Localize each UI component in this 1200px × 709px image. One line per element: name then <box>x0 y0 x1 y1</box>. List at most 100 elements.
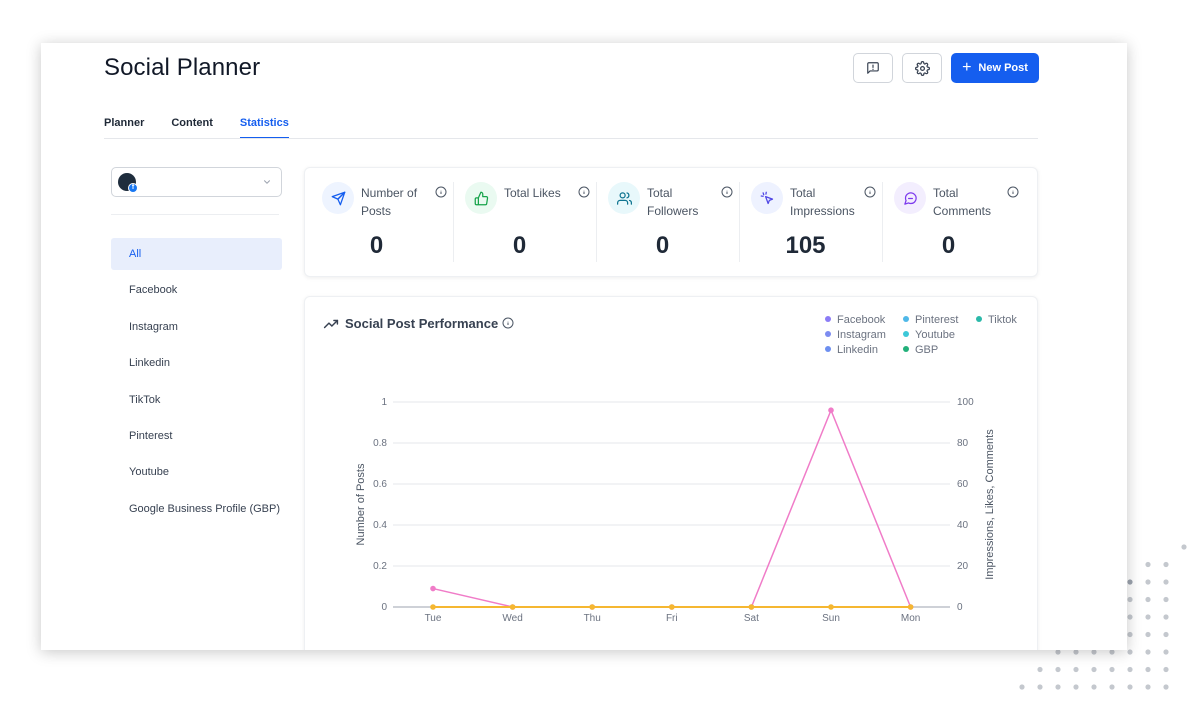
legend-item-tiktok[interactable]: Tiktok <box>976 313 1017 327</box>
legend-dot <box>903 331 909 337</box>
pattern-dot <box>1019 684 1025 690</box>
social-post-performance-card: Social Post Performance Facebook Instagr… <box>304 296 1038 650</box>
pattern-dot <box>1037 684 1043 690</box>
data-point <box>669 604 675 610</box>
feedback-button[interactable] <box>853 53 893 83</box>
pattern-dot <box>1181 544 1187 550</box>
legend-item-instagram[interactable]: Instagram <box>825 328 886 342</box>
y2-axis-title: Impressions, Likes, Comments <box>984 429 996 580</box>
pattern-dot <box>1145 649 1151 655</box>
stat-label: Total Comments <box>933 186 992 218</box>
facebook-badge-icon: f <box>128 183 138 193</box>
account-select[interactable]: f <box>111 167 282 197</box>
sidebar-item-facebook[interactable]: Facebook <box>129 284 178 297</box>
new-post-label: New Post <box>978 62 1028 74</box>
legend-dot <box>903 316 909 322</box>
pattern-dot <box>1163 631 1169 638</box>
trending-up-icon <box>323 319 339 329</box>
pattern-dot <box>1127 666 1133 673</box>
stat-divider <box>596 182 597 262</box>
pattern-dot <box>1163 666 1169 673</box>
info-icon[interactable] <box>1007 186 1019 198</box>
legend-item-youtube[interactable]: Youtube <box>903 328 955 342</box>
y2-tick-label: 80 <box>957 438 969 449</box>
y-tick-label: 0.2 <box>373 561 387 572</box>
stat-label: Total Followers <box>647 186 699 218</box>
send-icon <box>331 191 345 205</box>
sidebar-item-gbp[interactable]: Google Business Profile (GBP) <box>129 502 281 515</box>
stat-divider <box>739 182 740 262</box>
data-point <box>828 604 834 610</box>
x-tick-label: Thu <box>584 613 601 624</box>
users-icon <box>616 191 632 205</box>
pattern-dot <box>1145 684 1151 690</box>
legend-item-pinterest[interactable]: Pinterest <box>903 313 958 327</box>
x-tick-label: Tue <box>425 613 442 624</box>
sidebar-item-linkedin[interactable]: Linkedin <box>129 357 170 370</box>
sidebar-item-youtube[interactable]: Youtube <box>129 466 169 479</box>
pattern-dot <box>1055 666 1061 673</box>
pattern-dot <box>1145 666 1151 673</box>
settings-button[interactable] <box>902 53 942 83</box>
new-post-button[interactable]: + New Post <box>951 53 1039 83</box>
pattern-dot <box>1145 561 1151 568</box>
pattern-dot <box>1163 561 1169 568</box>
info-icon[interactable] <box>721 186 733 198</box>
pattern-dot <box>1073 666 1079 673</box>
y2-tick-label: 100 <box>957 397 974 408</box>
pattern-dot <box>1091 666 1097 673</box>
pattern-dot <box>1037 666 1043 673</box>
message-alert-icon <box>867 62 879 74</box>
pattern-dot <box>1109 684 1115 690</box>
pattern-dot <box>1109 649 1115 655</box>
stat-number-of-posts: Number of Posts 0 <box>305 168 448 278</box>
legend-item-gbp[interactable]: GBP <box>903 343 938 357</box>
pattern-dot <box>1145 579 1151 585</box>
pattern-dot <box>1055 649 1061 655</box>
pattern-dot <box>1163 684 1169 690</box>
stat-total-likes: Total Likes 0 <box>448 168 591 278</box>
info-icon[interactable] <box>502 317 514 329</box>
stat-value: 105 <box>785 232 826 259</box>
tab-content[interactable]: Content <box>171 117 213 129</box>
stat-divider <box>453 182 454 262</box>
stat-value: 0 <box>512 232 527 259</box>
pattern-dot <box>1109 666 1115 673</box>
performance-title: Social Post Performance <box>345 316 499 331</box>
legend-dot <box>825 331 831 337</box>
legend-dot <box>825 316 831 322</box>
sidebar-item-all[interactable]: All <box>111 238 282 270</box>
stat-divider <box>882 182 883 262</box>
info-icon[interactable] <box>864 186 876 198</box>
info-icon[interactable] <box>578 186 590 198</box>
legend-item-facebook[interactable]: Facebook <box>825 313 885 327</box>
pattern-dot <box>1145 631 1151 638</box>
pattern-dot <box>1145 614 1151 620</box>
page-title: Social Planner <box>104 54 261 81</box>
pattern-dot <box>1091 649 1097 655</box>
y2-tick-label: 60 <box>957 479 969 490</box>
info-icon[interactable] <box>435 186 447 198</box>
platform-filter-list: All Facebook Instagram Linkedin TikTok P… <box>111 238 282 529</box>
decorative-dot-pattern <box>1019 544 1187 690</box>
tab-statistics[interactable]: Statistics <box>239 117 289 139</box>
cursor-click-icon <box>760 191 773 204</box>
message-icon <box>903 191 917 205</box>
stat-total-impressions: Total Impressions 105 <box>734 168 877 278</box>
y2-tick-label: 0 <box>957 602 963 613</box>
sidebar-item-tiktok[interactable]: TikTok <box>129 393 161 406</box>
performance-line-chart: 0 0.2 0.4 0.6 0.8 1 0 20 40 60 80 100 Tue Wed Thu Fri Sa… <box>355 397 996 624</box>
tab-planner[interactable]: Planner <box>104 117 145 129</box>
pattern-dot <box>1163 579 1169 585</box>
pattern-dot <box>1127 684 1133 690</box>
y-tick-label: 0.6 <box>373 479 387 490</box>
stat-total-comments: Total Comments 0 <box>877 168 1020 278</box>
pattern-dot <box>1091 684 1097 690</box>
sidebar-item-instagram[interactable]: Instagram <box>129 320 178 333</box>
sidebar-item-pinterest[interactable]: Pinterest <box>129 429 173 442</box>
pattern-dot <box>1145 596 1151 603</box>
y-tick-label: 0 <box>381 602 387 613</box>
app-window: Social Planner + New Post Planner Conten… <box>41 43 1127 650</box>
legend-item-linkedin[interactable]: Linkedin <box>825 343 878 357</box>
